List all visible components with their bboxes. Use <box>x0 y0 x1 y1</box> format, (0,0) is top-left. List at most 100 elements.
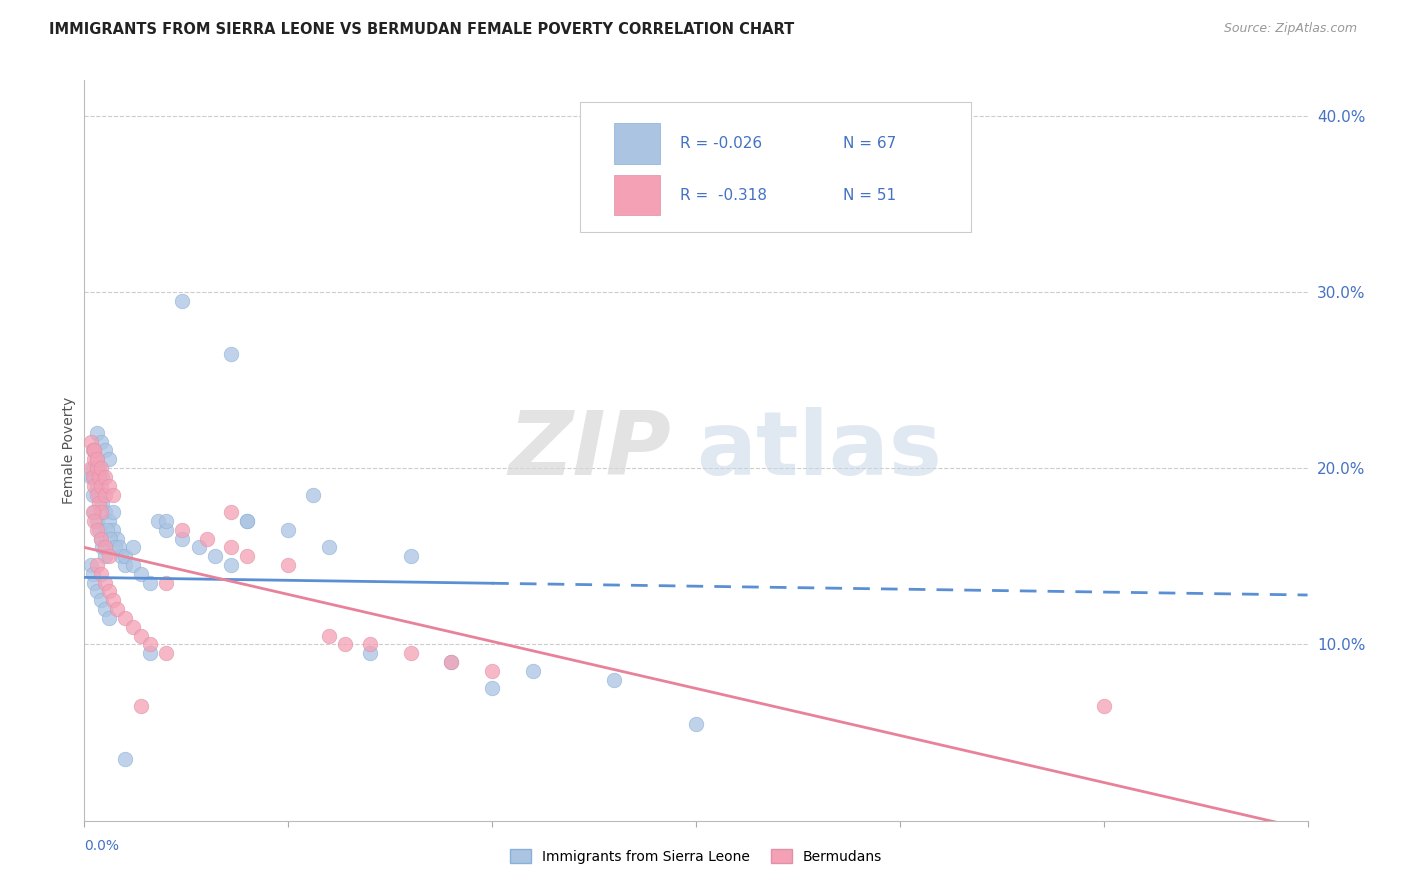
Point <box>277 558 299 572</box>
Point <box>318 628 340 642</box>
Point <box>86 479 108 493</box>
Point <box>236 549 259 564</box>
Point <box>399 549 422 564</box>
Point <box>100 532 122 546</box>
Point <box>219 346 242 360</box>
Point <box>96 523 118 537</box>
Point <box>131 566 153 581</box>
Point <box>114 611 136 625</box>
Point <box>82 443 104 458</box>
Point <box>101 487 124 501</box>
Point <box>204 549 226 564</box>
Point <box>440 655 463 669</box>
Point <box>481 681 503 696</box>
Point <box>155 514 177 528</box>
Point <box>114 558 136 572</box>
Point <box>97 611 120 625</box>
Point <box>101 593 124 607</box>
Point <box>83 575 105 590</box>
Point <box>91 541 114 555</box>
Point <box>236 514 259 528</box>
Point <box>101 523 124 537</box>
Point <box>219 558 242 572</box>
Point <box>82 566 104 581</box>
Point <box>359 646 381 660</box>
Point <box>87 470 110 484</box>
Point <box>110 549 132 564</box>
Point <box>359 637 381 651</box>
Point <box>83 443 105 458</box>
Y-axis label: Female Poverty: Female Poverty <box>62 397 76 504</box>
Point <box>90 532 112 546</box>
Point <box>172 293 194 308</box>
Point <box>219 541 242 555</box>
Point <box>90 434 112 449</box>
Point <box>114 752 136 766</box>
Point <box>97 452 120 467</box>
Point <box>155 575 177 590</box>
Point <box>82 470 104 484</box>
Point <box>86 425 108 440</box>
Point <box>82 461 104 475</box>
Point <box>87 496 110 510</box>
Point <box>90 461 112 475</box>
Point <box>83 443 105 458</box>
Point <box>87 523 110 537</box>
Text: IMMIGRANTS FROM SIERRA LEONE VS BERMUDAN FEMALE POVERTY CORRELATION CHART: IMMIGRANTS FROM SIERRA LEONE VS BERMUDAN… <box>49 22 794 37</box>
Point <box>83 514 105 528</box>
Point <box>155 646 177 660</box>
Text: Source: ZipAtlas.com: Source: ZipAtlas.com <box>1223 22 1357 36</box>
Point <box>93 505 115 519</box>
Point <box>83 452 105 467</box>
Point <box>187 541 209 555</box>
Point <box>105 532 128 546</box>
Point <box>93 602 115 616</box>
Point <box>80 558 103 572</box>
Point <box>82 487 104 501</box>
Point <box>105 602 128 616</box>
Point <box>97 584 120 599</box>
Point <box>219 505 242 519</box>
Point <box>107 541 129 555</box>
Text: ZIP: ZIP <box>509 407 672 494</box>
Point <box>83 505 105 519</box>
Point <box>90 479 112 493</box>
Point <box>80 470 103 484</box>
Point <box>131 699 153 714</box>
Point <box>440 655 463 669</box>
Point <box>138 637 160 651</box>
Point <box>90 593 112 607</box>
Text: N = 51: N = 51 <box>842 187 896 202</box>
Point <box>91 496 114 510</box>
Text: R = -0.026: R = -0.026 <box>681 136 762 151</box>
Point <box>172 532 194 546</box>
Text: N = 67: N = 67 <box>842 136 896 151</box>
Legend: Immigrants from Sierra Leone, Bermudans: Immigrants from Sierra Leone, Bermudans <box>505 843 887 869</box>
Point <box>87 461 110 475</box>
Text: 0.0%: 0.0% <box>84 839 120 853</box>
Point <box>83 470 105 484</box>
FancyBboxPatch shape <box>579 103 972 232</box>
Point <box>1092 699 1115 714</box>
Point <box>86 487 108 501</box>
Point <box>86 461 108 475</box>
Point <box>122 620 145 634</box>
Point <box>93 487 115 501</box>
Point <box>301 487 323 501</box>
FancyBboxPatch shape <box>614 175 661 215</box>
Point <box>277 523 299 537</box>
Point <box>80 461 103 475</box>
Point <box>86 558 108 572</box>
Point <box>155 523 177 537</box>
Text: R =  -0.318: R = -0.318 <box>681 187 768 202</box>
Point <box>236 514 259 528</box>
Point <box>93 443 115 458</box>
Point <box>93 549 115 564</box>
Point <box>481 664 503 678</box>
FancyBboxPatch shape <box>614 123 661 163</box>
Point <box>603 673 626 687</box>
Point <box>86 452 108 467</box>
Point <box>138 575 160 590</box>
Point <box>90 532 112 546</box>
Point <box>685 716 707 731</box>
